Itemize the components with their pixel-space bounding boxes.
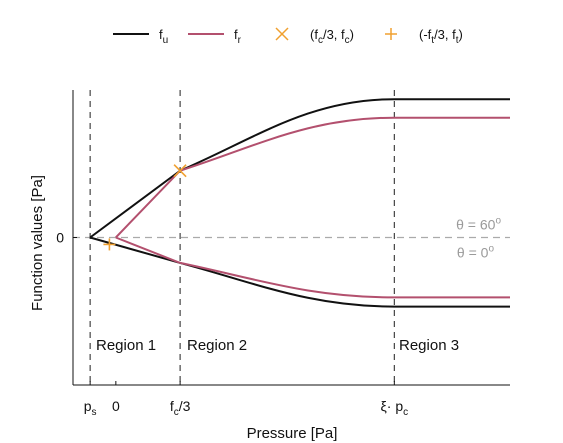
cross-marker	[173, 164, 187, 178]
plus-marker	[103, 238, 116, 251]
x-tick-label: fc/3	[170, 398, 191, 418]
legend-label: fr	[234, 27, 242, 46]
legend-label: fu	[159, 27, 168, 46]
y-axis-label: Function values [Pa]	[29, 175, 46, 311]
legend-label: (-ft/3, ft)	[419, 27, 463, 46]
x-tick-label: 0	[112, 398, 120, 414]
legend: fu fr (fc/3, fc) (-ft/3, ft)	[113, 27, 463, 46]
region-label: Region 3	[399, 337, 459, 354]
x-axis-label: Pressure [Pa]	[247, 425, 338, 442]
series-line	[115, 236, 510, 299]
series-line	[89, 236, 510, 308]
cross-marker-stroke	[173, 164, 187, 178]
series-line	[89, 98, 510, 239]
series-line	[115, 116, 510, 239]
region-label: Region 2	[187, 337, 247, 354]
theta-60-label: θ = 60o	[456, 216, 501, 233]
legend-cross-swatch	[275, 27, 289, 41]
region-label: Region 1	[96, 337, 156, 354]
x-tick-label: ξ· pc	[381, 398, 409, 418]
plot-area: ps 0 fc/3 ξ· pc 0 θ = 60o θ = 0o Region 1 Region…	[56, 90, 510, 418]
x-tick-label: ps	[84, 398, 97, 418]
legend-label: (fc/3, fc)	[310, 27, 354, 46]
theta-0-label: θ = 0o	[457, 244, 495, 261]
y-tick-label: 0	[56, 230, 64, 246]
